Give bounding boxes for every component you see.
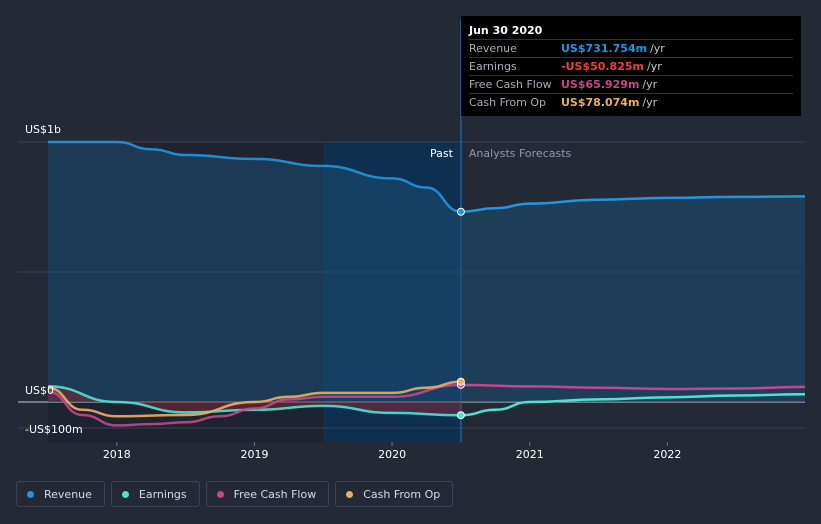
tooltip-label: Free Cash Flow [469,78,552,91]
tooltip-label: Cash From Op [469,96,547,109]
legend-label: Cash From Op [363,487,441,501]
x-tick-label: 2021 [516,448,544,461]
tooltip-value: US$65.929m [561,78,640,91]
earnings-area [48,386,461,416]
legend-label: Earnings [138,487,187,501]
legend-label: Free Cash Flow [233,487,317,501]
revenue-line-forecast [460,195,806,213]
tooltip-unit: /yr [642,78,658,91]
cash-from-op-marker [456,377,465,386]
legend-dot-icon [121,490,129,498]
chart-legend: Revenue Earnings Free Cash Flow Cash Fro… [16,481,454,507]
tooltip-unit: /yr [646,60,662,73]
tooltip-row-free-cash-flow: Free Cash Flow US$65.929m /yr [469,75,793,93]
x-tick-label: 2018 [103,448,131,461]
legend-label: Revenue [44,487,92,501]
legend-item-revenue[interactable]: Revenue [16,481,105,507]
tooltip-date: Jun 30 2020 [469,24,543,37]
forecast-region-label: Analysts Forecasts [469,147,572,160]
x-tick-label: 2022 [653,448,681,461]
legend-item-earnings[interactable]: Earnings [110,481,200,507]
tooltip-row-cash-from-op: Cash From Op US$78.074m /yr [469,93,793,111]
tooltip-label: Revenue [469,42,517,55]
legend-dot-icon [346,490,354,498]
revenue-marker [456,207,465,216]
legend-dot-icon [216,490,224,498]
tooltip-row-earnings: Earnings -US$50.825m /yr [469,57,793,75]
earnings-marker [456,411,465,420]
legend-item-cash-from-op[interactable]: Cash From Op [335,481,454,507]
tooltip-value: US$731.754m [561,42,648,55]
free-cash-flow-line-forecast [460,383,806,391]
revenue-area [48,142,805,402]
legend-dot-icon [27,490,34,498]
tooltip-row-revenue: Revenue US$731.754m /yr [469,39,793,57]
financial-chart: US$1b US$0 -US$100m Past Analysts Foreca… [18,20,806,461]
hover-tooltip: Jun 30 2020 Revenue US$731.754m /yr Earn… [461,16,801,116]
y-axis-top-label: US$1b [25,123,61,136]
tooltip-value: -US$50.825m [561,60,644,73]
earnings-line-past [47,385,461,417]
y-axis-zero-label: US$0 [25,384,54,397]
cash-from-op-line-past [47,380,461,418]
legend-item-free-cash-flow[interactable]: Free Cash Flow [205,481,330,507]
x-tick-label: 2020 [378,448,406,461]
revenue-line-past [48,140,462,213]
past-region-label: Past [430,147,454,160]
earnings-line-forecast [460,392,806,417]
free-cash-flow-line-past [47,383,461,427]
tooltip-unit: /yr [642,96,658,109]
tooltip-label: Earnings [469,60,517,73]
tooltip-unit: /yr [650,42,665,55]
y-axis-bottom-label: -US$100m [25,423,83,436]
x-tick-label: 2019 [240,448,268,461]
tooltip-value: US$78.074m [561,96,640,109]
